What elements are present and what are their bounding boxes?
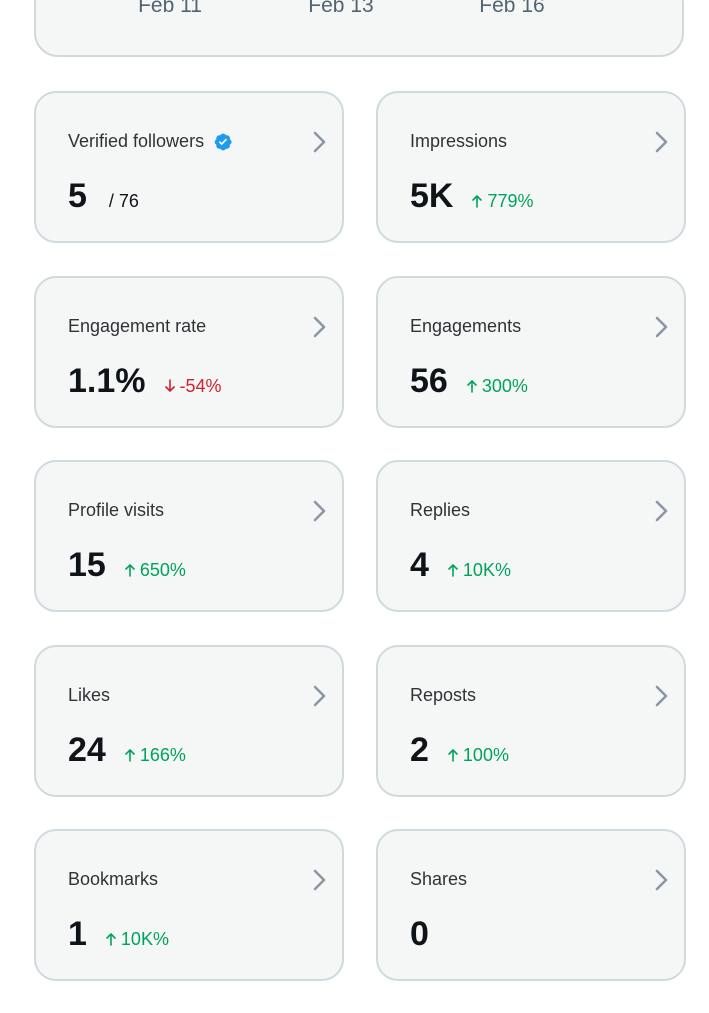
arrow-up-icon	[448, 749, 458, 762]
metric-change-up: 650%	[124, 560, 186, 581]
metric-card-reposts[interactable]: Reposts 2 100%	[376, 645, 686, 797]
metric-card-impressions[interactable]: Impressions 5K 779%	[376, 91, 686, 243]
metric-title-text: Reposts	[410, 685, 477, 705]
arrow-up-icon	[125, 564, 135, 577]
arrow-up-icon	[472, 195, 483, 208]
arrow-up-icon	[448, 564, 458, 577]
metric-value: 5	[68, 177, 87, 215]
date-axis-label-1: Feb 11	[138, 0, 202, 17]
metric-value: 24	[68, 731, 106, 769]
metric-change-up: 779%	[471, 191, 534, 212]
metric-value: 15	[68, 546, 106, 584]
metric-title-text: Engagements	[410, 316, 522, 336]
metric-change-up: 100%	[447, 745, 509, 766]
date-axis-label-2: Feb 13	[308, 0, 374, 17]
chevron-right-icon[interactable]	[652, 130, 670, 154]
chevron-right-icon[interactable]	[310, 499, 328, 523]
metric-value: 2	[410, 731, 429, 769]
verified-badge-icon	[214, 133, 232, 150]
metric-card-engagements[interactable]: Engagements 56 300%	[376, 276, 686, 428]
metric-value-row: 5K 779%	[410, 177, 534, 216]
metric-title-text: Impressions	[410, 131, 508, 151]
metric-value-row: 5 / 76	[68, 177, 139, 216]
metric-change-up: 10K%	[447, 560, 511, 581]
date-axis-label-3: Feb 16	[479, 0, 545, 17]
chevron-right-icon[interactable]	[310, 315, 328, 339]
metric-change-text: 166%	[139, 745, 186, 765]
metric-title-text: Profile visits	[68, 500, 165, 520]
chevron-right-icon[interactable]	[652, 315, 670, 339]
chevron-right-icon[interactable]	[652, 499, 670, 523]
metric-change-text: 650%	[139, 560, 186, 580]
metric-title: Reposts	[410, 685, 476, 706]
metric-card-bookmarks[interactable]: Bookmarks 1 10K%	[34, 829, 344, 981]
metric-title: Verified followers	[68, 131, 233, 152]
metric-card-likes[interactable]: Likes 24 166%	[34, 645, 344, 797]
chevron-right-icon[interactable]	[310, 868, 328, 892]
metric-title-text: Verified followers	[68, 131, 205, 151]
metric-value: 1	[68, 915, 87, 953]
metric-value-row: 15 650%	[68, 546, 186, 585]
metric-value-row: 1.1% -54%	[68, 362, 222, 401]
metric-change-text: 10K%	[462, 560, 511, 580]
metric-value-row: 0	[410, 915, 429, 954]
metric-change-text: 100%	[462, 745, 509, 765]
metric-change-text: -54%	[179, 376, 222, 396]
arrow-down-icon	[164, 379, 175, 392]
metric-title-text: Replies	[410, 500, 471, 520]
chevron-right-icon[interactable]	[652, 868, 670, 892]
arrow-up-icon	[467, 380, 477, 393]
metric-change-text: 300%	[481, 376, 528, 396]
metric-title: Replies	[410, 500, 470, 521]
chevron-right-icon[interactable]	[310, 684, 328, 708]
metric-title: Engagement rate	[68, 316, 206, 337]
metric-value-row: 1 10K%	[68, 915, 169, 954]
metric-value: 4	[410, 546, 429, 584]
metric-sub-total: / 76	[108, 191, 139, 211]
metric-value-row: 4 10K%	[410, 546, 511, 585]
chevron-right-icon[interactable]	[310, 130, 328, 154]
metric-title: Shares	[410, 869, 467, 890]
arrow-up-icon	[125, 749, 135, 762]
metric-title: Profile visits	[68, 500, 164, 521]
metric-title: Engagements	[410, 316, 521, 337]
metric-value-row: 56 300%	[410, 362, 528, 401]
metric-title-text: Bookmarks	[68, 869, 159, 889]
metric-change-up: 300%	[466, 376, 528, 397]
metric-value-row: 24 166%	[68, 731, 186, 770]
metric-card-profile-visits[interactable]: Profile visits 15 650%	[34, 460, 344, 612]
metric-card-engagement-rate[interactable]: Engagement rate 1.1% -54%	[34, 276, 344, 428]
metric-value: 5K	[410, 177, 454, 215]
metric-title-text: Engagement rate	[68, 316, 207, 336]
metric-value: 56	[410, 362, 448, 400]
metric-value: 1.1%	[68, 362, 146, 400]
metric-card-shares[interactable]: Shares 0	[376, 829, 686, 981]
metric-card-verified-followers[interactable]: Verified followers 5 / 76	[34, 91, 344, 243]
arrow-up-icon	[106, 933, 116, 946]
chevron-right-icon[interactable]	[652, 684, 670, 708]
metric-title: Likes	[68, 685, 110, 706]
metric-change-text: 10K%	[120, 929, 169, 949]
metric-value: 0	[410, 915, 429, 953]
metric-change-up: 10K%	[105, 929, 169, 950]
metric-title: Impressions	[410, 131, 507, 152]
metric-change-text: 779%	[487, 191, 534, 211]
metric-title-text: Likes	[68, 685, 111, 705]
metric-change-up: 166%	[124, 745, 186, 766]
metric-value-row: 2 100%	[410, 731, 509, 770]
metric-title: Bookmarks	[68, 869, 158, 890]
metric-card-replies[interactable]: Replies 4 10K%	[376, 460, 686, 612]
chart-card-bottom-edge: Feb 11 Feb 13 Feb 16	[34, 0, 684, 57]
metric-change-down: -54%	[164, 376, 222, 397]
metric-title-text: Shares	[410, 869, 468, 889]
